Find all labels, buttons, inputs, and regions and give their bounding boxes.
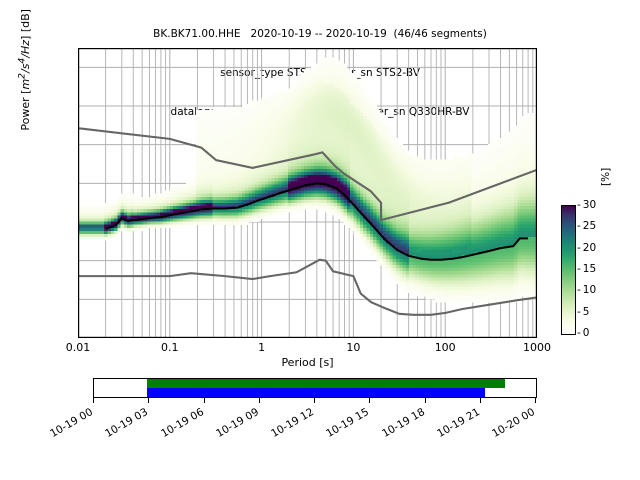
ppsd-histogram	[78, 57, 537, 303]
colorbar-tick-label: -10	[577, 284, 597, 297]
x-tick-label: 1000	[523, 341, 551, 354]
timeline-date-label: 10-20 00	[490, 406, 537, 441]
median-psd-curve	[105, 182, 529, 261]
timeline-psd-bar	[147, 388, 486, 397]
timeline-date-label: 10-19 00	[48, 406, 95, 441]
x-tick-label: 1	[258, 341, 266, 354]
colorbar-tick-label: -15	[577, 263, 597, 275]
x-tick-label: 0.1	[161, 341, 179, 354]
colorbar-label: [%]	[600, 167, 612, 186]
ppsd-canvas	[78, 48, 537, 338]
timeline-date-label: 10-19 06	[158, 406, 206, 441]
timeline-tick	[369, 398, 371, 403]
timeline-tick	[258, 398, 260, 403]
colorbar-tick-label: -30	[577, 199, 597, 211]
colorbar-tick-label: -0	[577, 327, 590, 339]
title-line-1: BK.BK71.00.HHE 2020-10-19 -- 2020-10-19 …	[153, 28, 487, 40]
timeline-date-label: 10-19 18	[379, 406, 427, 441]
y-axis-label: Power [m2/s4/Hz] [dB]	[16, 9, 32, 131]
timeline-tick	[479, 398, 481, 403]
timeline-tick	[148, 398, 150, 403]
timeline-tick	[535, 398, 536, 403]
x-tick-label: 0.01	[65, 341, 91, 354]
timeline-tick	[314, 398, 315, 403]
timeline-ticks	[93, 398, 537, 404]
x-tick-label: 100	[434, 341, 456, 354]
timeline-coverage-bar	[93, 378, 537, 398]
timeline-data-bar	[147, 379, 506, 388]
timeline-date-label: 10-19 03	[103, 406, 151, 441]
x-tick-label: 10	[346, 341, 361, 354]
noise-model-NHNM	[78, 127, 537, 222]
noise-model-NLNM	[78, 258, 537, 316]
timeline-date-label: 10-19 21	[434, 406, 482, 441]
timeline-date-label: 10-19 09	[213, 406, 261, 441]
timeline-tick	[93, 398, 94, 403]
timeline-tick	[203, 398, 205, 403]
colorbar-tick-label: -5	[577, 305, 590, 318]
colorbar-gradient	[561, 205, 576, 335]
ppsd-plot-area	[78, 48, 537, 338]
colorbar-tick-label: -20	[577, 241, 597, 254]
colorbar-tick-label: -25	[577, 220, 597, 233]
x-axis-label: Period [s]	[281, 356, 334, 369]
timeline-date-label: 10-19 12	[269, 406, 316, 441]
timeline-tick	[424, 398, 426, 403]
timeline-date-label: 10-19 15	[324, 406, 372, 441]
